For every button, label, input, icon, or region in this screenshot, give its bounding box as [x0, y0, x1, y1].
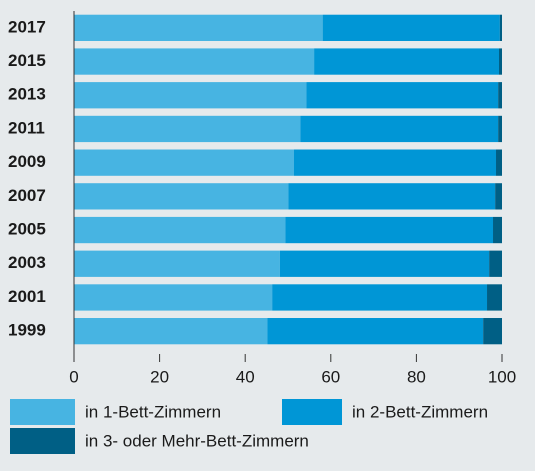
bar-segment	[288, 183, 496, 210]
bar-segment	[74, 318, 268, 345]
bar-segment	[279, 250, 490, 277]
bar-segment	[300, 115, 499, 143]
bar-segment	[74, 183, 289, 210]
x-tick-label: 80	[407, 367, 426, 386]
bar-segment	[272, 284, 488, 311]
bar-segment	[499, 14, 502, 41]
bar-segment	[74, 48, 315, 75]
bar-segment	[74, 284, 273, 311]
y-tick-label: 2017	[8, 17, 46, 36]
legend-swatch	[10, 399, 75, 425]
legend-swatch	[282, 399, 342, 425]
bar-segment	[293, 149, 497, 176]
x-tick-label: 0	[69, 367, 78, 386]
bar-segment	[483, 318, 502, 345]
y-tick-label: 2003	[8, 253, 46, 272]
x-tick-label: 100	[488, 367, 516, 386]
bar-segment	[495, 183, 502, 210]
y-tick-label: 1999	[8, 321, 46, 340]
y-tick-label: 2009	[8, 152, 46, 171]
bar-segment	[498, 82, 502, 109]
bar-segment	[74, 250, 280, 277]
legend-label: in 2-Bett-Zimmern	[352, 402, 488, 421]
legend-label: in 3- oder Mehr-Bett-Zimmern	[85, 431, 309, 450]
bar-segment	[74, 14, 323, 41]
bar-segment	[496, 149, 502, 176]
legend-swatch	[10, 428, 75, 454]
bar-segment	[498, 115, 502, 143]
bar-segment	[74, 149, 294, 176]
y-tick-label: 2007	[8, 186, 46, 205]
bar-segment	[489, 250, 502, 277]
bar-segment	[322, 14, 500, 41]
y-tick-label: 2001	[8, 287, 46, 306]
legend-label: in 1-Bett-Zimmern	[85, 402, 221, 421]
x-tick-label: 40	[236, 367, 255, 386]
y-tick-label: 2015	[8, 51, 46, 70]
bar-segment	[499, 48, 502, 75]
x-tick-label: 20	[150, 367, 169, 386]
y-tick-label: 2013	[8, 85, 46, 104]
bar-segment	[493, 216, 502, 244]
y-tick-label: 2005	[8, 220, 46, 239]
bar-segment	[74, 82, 307, 109]
bar-segment	[267, 318, 484, 345]
x-tick-label: 60	[321, 367, 340, 386]
bar-segment	[285, 216, 494, 244]
bar-segment	[487, 284, 502, 311]
bar-segment	[74, 216, 286, 244]
bar-segment	[74, 115, 301, 143]
y-tick-label: 2011	[8, 118, 45, 137]
bar-segment	[306, 82, 499, 109]
bar-segment	[314, 48, 500, 75]
